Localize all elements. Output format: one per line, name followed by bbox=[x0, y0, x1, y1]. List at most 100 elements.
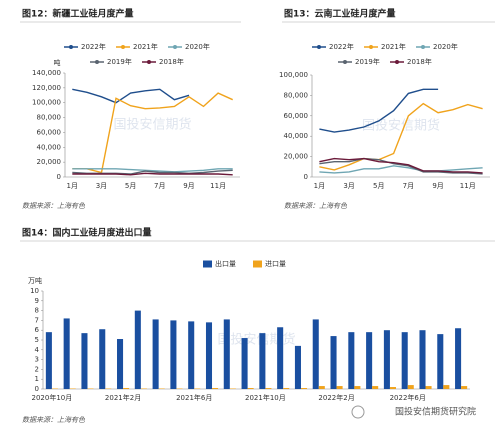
x-tick-label: 1月 bbox=[314, 182, 325, 190]
y-tick-label: 8 bbox=[35, 307, 39, 315]
legend-label: 2019年 bbox=[355, 57, 380, 66]
series-line bbox=[319, 157, 483, 175]
y-tick-label: 0 bbox=[35, 385, 39, 393]
y-tick-label: 2 bbox=[35, 365, 39, 373]
legend-dot bbox=[95, 60, 99, 64]
wechat-icon bbox=[351, 405, 365, 419]
source: 数据来源：上海有色 bbox=[22, 202, 86, 210]
bar bbox=[277, 327, 284, 389]
bar bbox=[81, 333, 88, 389]
series-line bbox=[319, 157, 483, 174]
y-tick-label: 0 bbox=[304, 173, 308, 181]
brand: 国投安信期货研究院 bbox=[395, 406, 476, 418]
bar bbox=[123, 388, 130, 389]
chart-title: 图13：云南工业硅月度产量 bbox=[284, 8, 396, 20]
series-line bbox=[319, 102, 483, 171]
bar bbox=[170, 320, 177, 389]
bar bbox=[152, 319, 159, 389]
legend-label: 2022年 bbox=[81, 42, 106, 51]
bar bbox=[336, 386, 343, 389]
y-tick-label: 20,000 bbox=[284, 153, 309, 161]
series-line bbox=[72, 88, 190, 104]
y-tick-label: 3 bbox=[35, 356, 39, 364]
legend-label: 2018年 bbox=[407, 57, 432, 66]
watermark: 国投安信期货 bbox=[217, 332, 295, 348]
source: 数据来源：上海有色 bbox=[284, 202, 348, 210]
watermark: 国投安信期货 bbox=[362, 118, 440, 134]
bar bbox=[443, 385, 450, 389]
bar bbox=[348, 332, 355, 389]
y-tick-label: 1 bbox=[35, 375, 39, 383]
y-tick-label: 40,000 bbox=[284, 132, 309, 140]
legend-dot bbox=[317, 45, 321, 49]
legend-dot bbox=[421, 45, 425, 49]
y-tick-label: 0 bbox=[57, 173, 61, 181]
bar bbox=[455, 328, 462, 389]
y-tick-label: 10 bbox=[30, 287, 39, 295]
bar bbox=[366, 332, 373, 389]
source: 数据来源：上海有色 bbox=[22, 416, 86, 424]
x-tick-label: 5月 bbox=[125, 182, 136, 190]
y-tick-label: 120,000 bbox=[32, 84, 61, 92]
bar bbox=[372, 386, 379, 389]
legend-swatch bbox=[203, 260, 212, 268]
x-tick-label: 2022年2月 bbox=[318, 393, 354, 402]
watermark: 国投安信期货 bbox=[113, 117, 191, 133]
y-tick-label: 140,000 bbox=[32, 69, 61, 77]
y-tick-label: 40,000 bbox=[37, 143, 62, 151]
legend-dot bbox=[147, 60, 151, 64]
legend-dot bbox=[121, 45, 125, 49]
bar bbox=[425, 386, 432, 389]
legend-label: 进口量 bbox=[265, 260, 286, 268]
x-tick-label: 11月 bbox=[460, 182, 476, 190]
legend-dot bbox=[173, 45, 177, 49]
x-tick-label: 11月 bbox=[210, 182, 226, 190]
bar bbox=[437, 334, 444, 389]
bar bbox=[312, 319, 319, 389]
bar bbox=[407, 385, 414, 389]
legend-dot bbox=[395, 60, 399, 64]
chart-title: 图12：新疆工业硅月度产量 bbox=[22, 8, 134, 20]
legend-label: 2020年 bbox=[185, 42, 210, 51]
bar bbox=[401, 332, 408, 389]
series-line bbox=[319, 88, 439, 133]
bar bbox=[241, 338, 248, 389]
y-tick-label: 5 bbox=[35, 336, 39, 344]
x-tick-label: 2021年2月 bbox=[105, 393, 141, 402]
bar bbox=[223, 319, 230, 389]
x-tick-label: 2021年6月 bbox=[176, 393, 212, 402]
legend-swatch bbox=[253, 260, 262, 268]
bar bbox=[205, 322, 213, 389]
bar bbox=[45, 332, 52, 389]
y-unit: 吨 bbox=[54, 58, 61, 67]
bar bbox=[212, 388, 219, 389]
bar bbox=[419, 330, 426, 389]
series-line bbox=[72, 92, 233, 174]
y-tick-label: 4 bbox=[35, 346, 40, 354]
bar bbox=[188, 321, 195, 389]
bar bbox=[134, 310, 141, 389]
series-line bbox=[72, 168, 233, 173]
chart-title: 图14：国内工业硅月度进出口量 bbox=[22, 227, 152, 239]
x-tick-label: 2021年10月 bbox=[245, 393, 286, 402]
bar bbox=[300, 388, 308, 389]
legend-dot bbox=[343, 60, 347, 64]
y-tick-label: 60,000 bbox=[37, 128, 62, 136]
y-tick-label: 100,000 bbox=[32, 99, 61, 107]
bar bbox=[383, 330, 390, 389]
x-tick-label: 9月 bbox=[432, 182, 443, 190]
bar bbox=[247, 388, 254, 389]
legend-label: 2019年 bbox=[107, 57, 132, 66]
x-tick-label: 2022年6月 bbox=[390, 393, 426, 402]
bar bbox=[389, 387, 396, 389]
series-line bbox=[72, 172, 233, 176]
bar bbox=[63, 318, 70, 389]
y-tick-label: 20,000 bbox=[37, 158, 62, 166]
y-tick-label: 80,000 bbox=[284, 91, 309, 99]
bar bbox=[99, 329, 106, 389]
x-tick-label: 7月 bbox=[154, 182, 165, 190]
legend-label: 2020年 bbox=[433, 42, 458, 51]
x-tick-label: 1月 bbox=[67, 182, 78, 190]
series-line bbox=[319, 165, 483, 174]
y-unit: 万吨 bbox=[28, 276, 42, 285]
